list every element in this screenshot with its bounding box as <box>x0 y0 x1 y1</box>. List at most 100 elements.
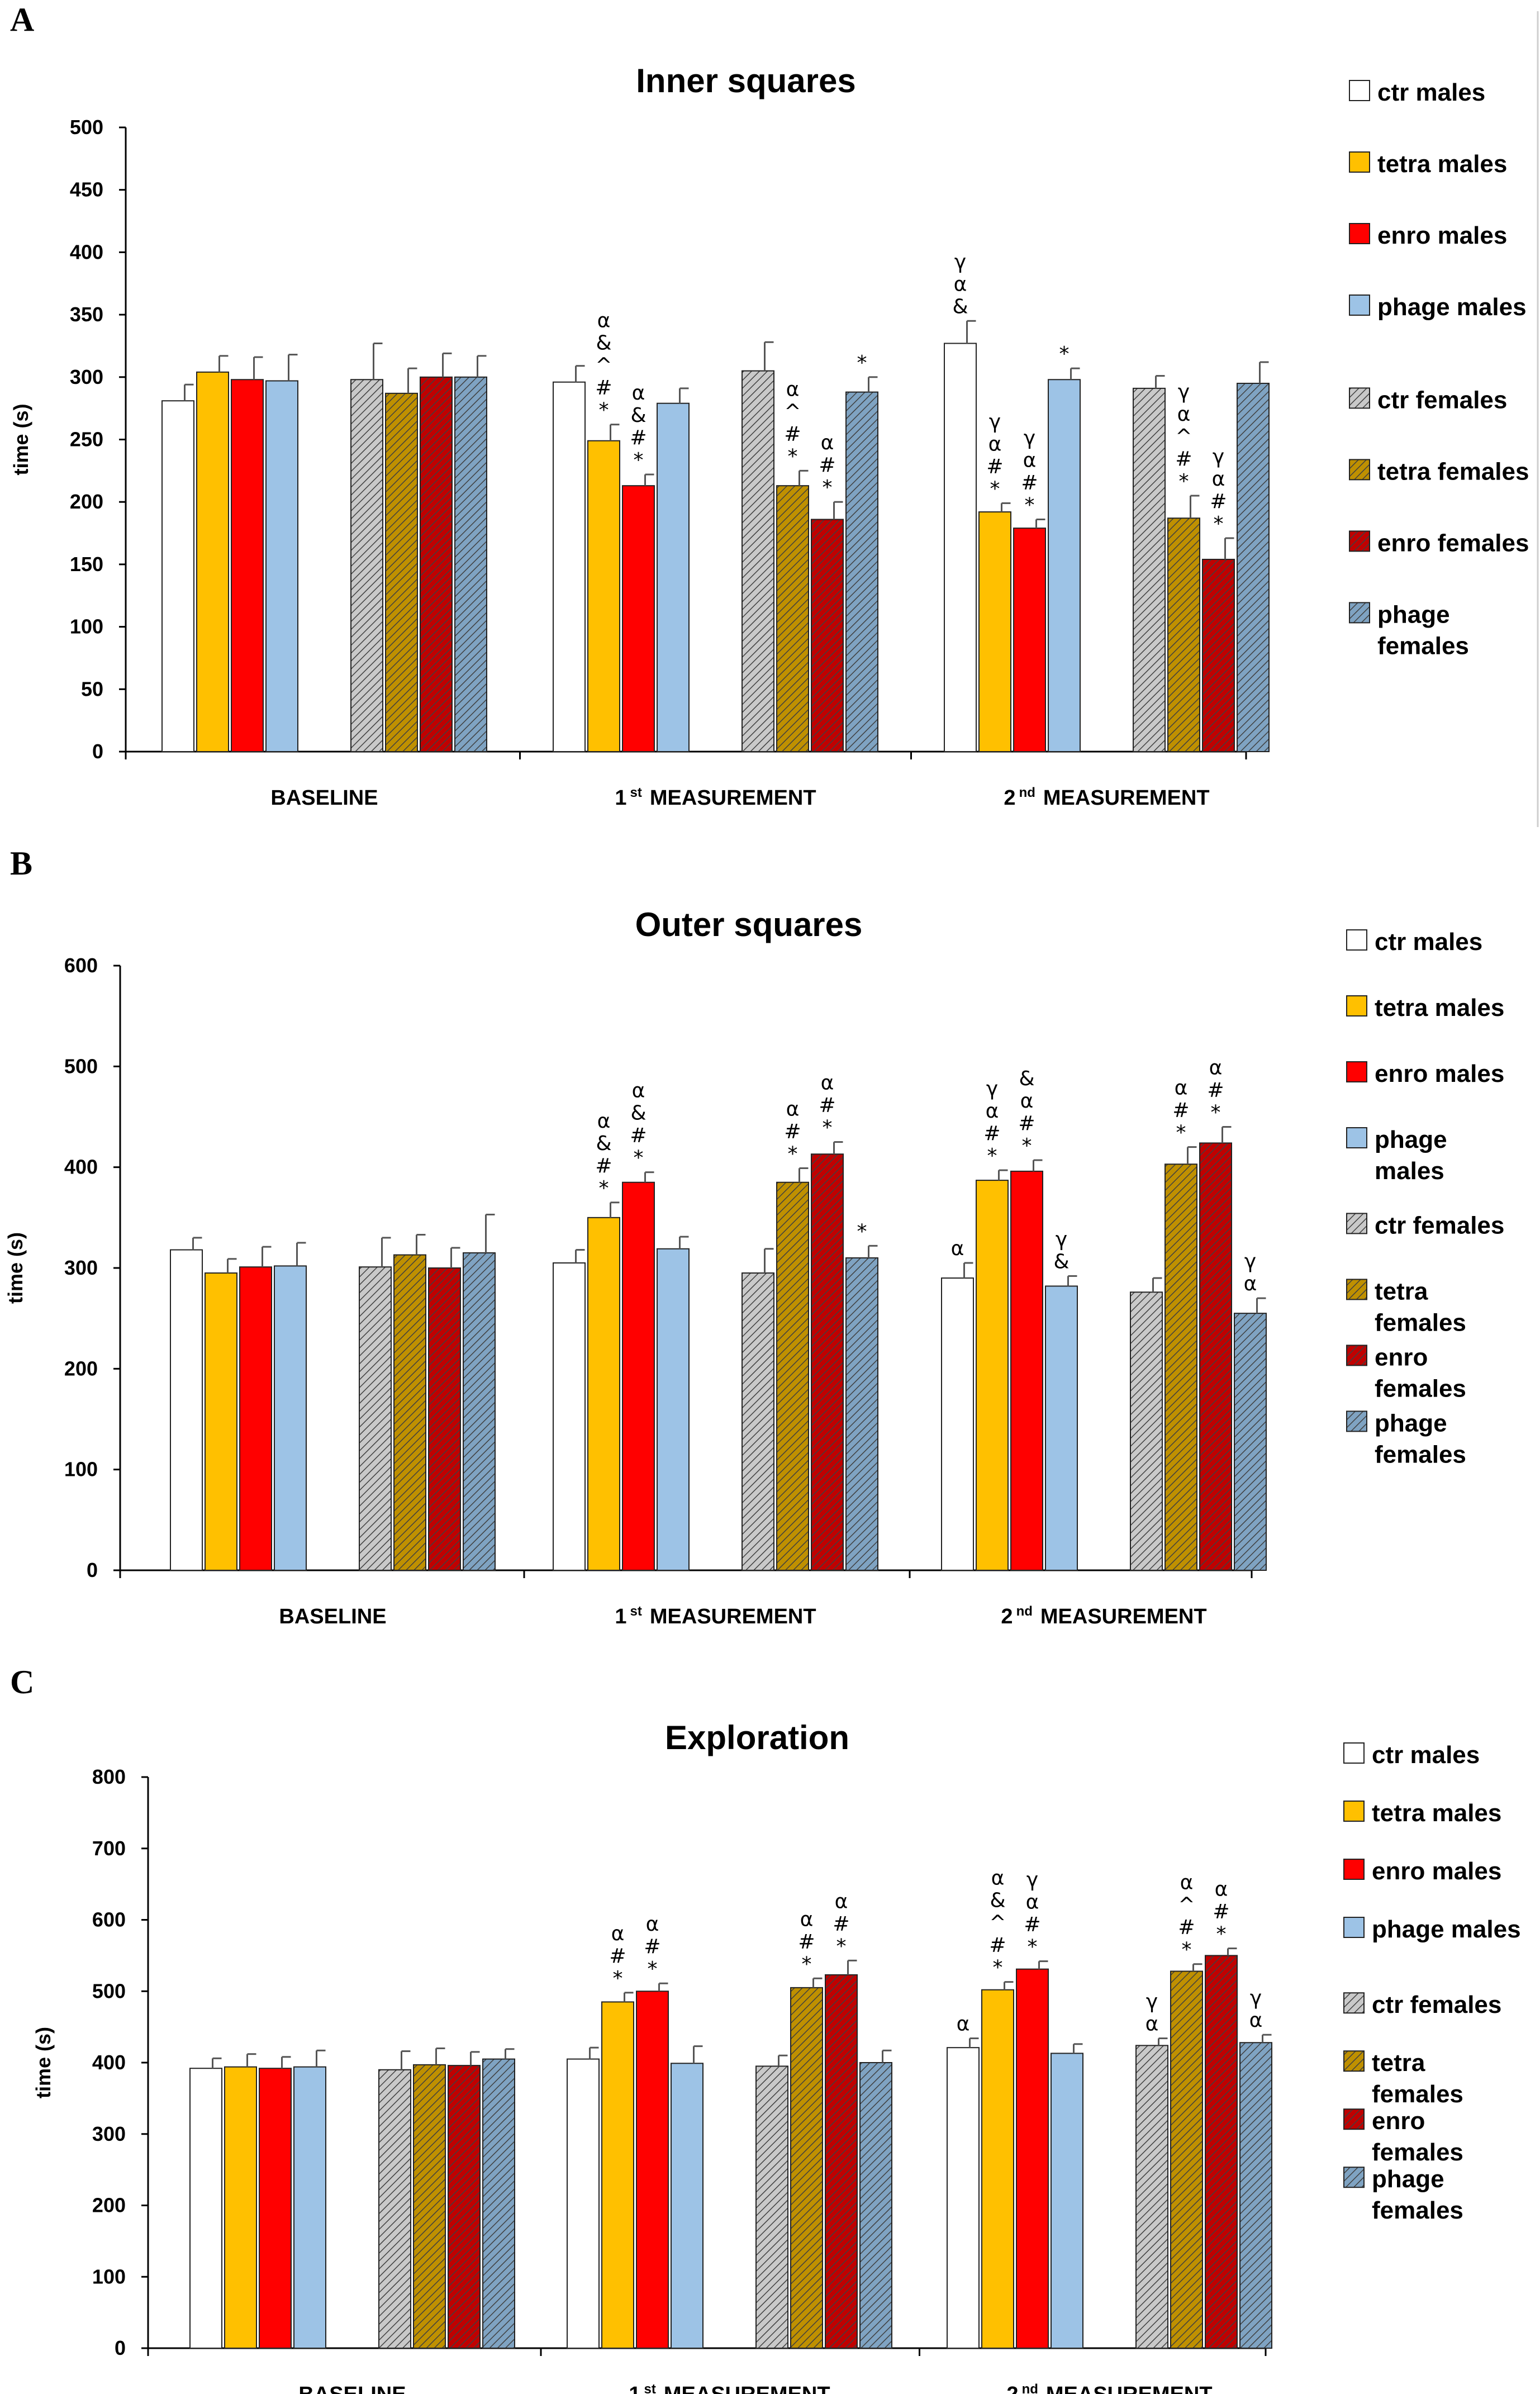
significance-marker: # <box>1021 471 1038 494</box>
significance-marker: * <box>1216 1923 1227 1946</box>
bar-phage-males-1 <box>265 380 298 752</box>
panel-b-outer-squares: B Outer squares time (s) 0 100 200 300 400 500 60… <box>4 845 1504 1628</box>
y-axis-label: time (s) <box>32 2027 55 2098</box>
legend-label: phage males <box>1372 1916 1521 1943</box>
significance-marker: & <box>990 1889 1005 1912</box>
significance-marker: * <box>788 445 798 468</box>
significance-marker: # <box>983 1122 1000 1145</box>
bar-tetra-males-2 <box>587 1217 620 1571</box>
y-tick-label: 500 <box>92 1979 126 2002</box>
bar-enro-males-1 <box>259 2068 292 2349</box>
legend-label: females <box>1375 1309 1466 1336</box>
significance-marker: α <box>800 1908 814 1931</box>
significance-marker: γ <box>1024 426 1035 449</box>
significance-marker: α <box>1180 1872 1194 1894</box>
significance-marker: # <box>1172 1099 1189 1122</box>
legend-label: ctr males <box>1372 1741 1480 1769</box>
significance-marker: * <box>599 399 609 422</box>
bar-ctr-females-2 <box>755 2065 788 2349</box>
significance-marker: # <box>819 454 835 477</box>
y-tick-label: 800 <box>92 1765 126 1788</box>
y-tick-label: 500 <box>70 116 103 139</box>
legend-label: tetra <box>1375 1277 1428 1305</box>
significance-marker: & <box>630 1102 646 1125</box>
legend-swatch-enro-males <box>1346 1061 1367 1082</box>
significance-marker: α <box>632 382 645 405</box>
significance-marker: * <box>599 1177 609 1200</box>
significance-marker: α <box>1177 403 1191 426</box>
bar-phage-males-3 <box>1051 2053 1083 2349</box>
y-tick-label: 50 <box>81 677 103 700</box>
x-category-label: BASELINE <box>298 2383 406 2394</box>
legend-swatch-enro-males <box>1343 1859 1365 1880</box>
x-category-label: BASELINE <box>279 1605 386 1628</box>
significance-marker: * <box>1182 1939 1192 1961</box>
significance-marker: * <box>823 476 833 499</box>
significance-marker: α <box>988 433 1002 455</box>
bar-ctr-females-1 <box>359 1266 392 1571</box>
bar-phage-males-3 <box>1048 379 1081 752</box>
legend-label: ctr females <box>1377 386 1507 414</box>
bar-tetra-females-3 <box>1170 1970 1203 2349</box>
y-axis-label: time (s) <box>4 1232 27 1304</box>
significance-marker: * <box>987 1144 997 1167</box>
bar-ctr-females-2 <box>742 370 774 752</box>
y-tick-label: 400 <box>92 2051 126 2074</box>
significance-marker: # <box>595 1155 612 1177</box>
legend-swatch-phage-males <box>1346 1127 1367 1148</box>
significance-marker: γ <box>1026 1869 1038 1892</box>
bar-tetra-males-1 <box>224 2066 257 2349</box>
bar-tetra-females-1 <box>393 1254 426 1571</box>
significance-marker: & <box>952 295 968 318</box>
significance-marker: * <box>1025 493 1035 516</box>
legend-swatch-tetra-females <box>1349 459 1370 481</box>
significance-marker: α <box>786 1098 800 1120</box>
legend-label: enro females <box>1377 529 1529 557</box>
significance-marker: α <box>951 1237 964 1260</box>
legend-swatch-phage-males <box>1349 294 1370 316</box>
legend-label: females <box>1377 632 1469 659</box>
significance-marker: α <box>632 1080 645 1103</box>
bar-tetra-females-3 <box>1164 1163 1197 1571</box>
bar-tetra-females-3 <box>1167 517 1200 752</box>
legend-label: females <box>1375 1441 1466 1468</box>
bar-ctr-males-3 <box>947 2047 980 2349</box>
bar-phage-females-2 <box>845 391 878 752</box>
legend-label: tetra females <box>1377 458 1529 485</box>
significance-marker: α <box>1020 1090 1034 1113</box>
legend-swatch-phage-males <box>1343 1917 1365 1938</box>
significance-marker: # <box>1175 448 1192 471</box>
legend-swatch-phage-females <box>1346 1410 1367 1432</box>
legend-label: enro males <box>1377 222 1507 249</box>
legend-label: phage <box>1377 601 1450 628</box>
legend-label: tetra males <box>1372 1799 1501 1827</box>
legend-label: phage <box>1375 1409 1447 1437</box>
significance-marker: ^ <box>595 354 612 377</box>
bar-ctr-females-3 <box>1135 2045 1168 2349</box>
bar-tetra-males-3 <box>981 1989 1014 2349</box>
significance-marker: α <box>821 1072 834 1095</box>
legend-swatch-enro-males <box>1349 223 1370 244</box>
y-tick-label: 300 <box>70 365 103 388</box>
legend-label: enro <box>1375 1343 1428 1371</box>
significance-marker: # <box>989 1934 1006 1957</box>
bar-phage-females-2 <box>859 2062 892 2349</box>
legend-swatch-ctr-males <box>1346 929 1367 951</box>
significance-marker: # <box>630 426 647 449</box>
bar-ctr-males-1 <box>189 2068 222 2349</box>
y-tick-label: 450 <box>70 178 103 201</box>
legend-label: females <box>1375 1375 1466 1402</box>
y-tick-label: 0 <box>92 740 103 763</box>
bar-ctr-males-1 <box>170 1249 203 1571</box>
bar-tetra-males-1 <box>196 371 229 752</box>
legend-label: tetra males <box>1375 994 1504 1022</box>
significance-marker: ^ <box>1175 425 1192 448</box>
significance-marker: α <box>1249 2009 1263 2032</box>
bar-tetra-males-1 <box>205 1272 237 1571</box>
significance-marker: * <box>1059 343 1070 365</box>
